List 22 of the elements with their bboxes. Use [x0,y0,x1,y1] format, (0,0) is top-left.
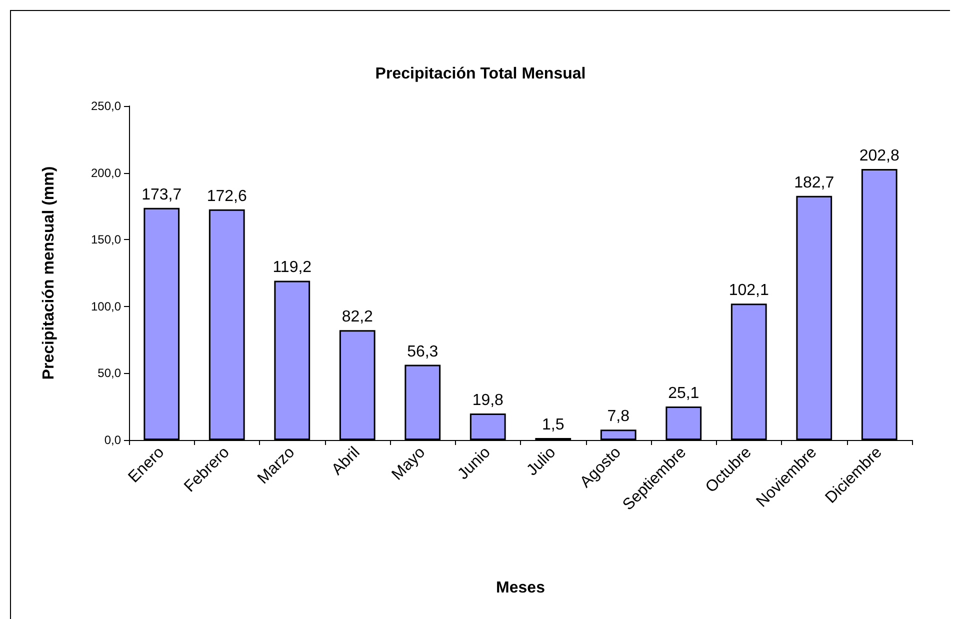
data-label: 1,5 [542,416,564,434]
data-label: 102,1 [728,282,769,300]
data-label: 173,7 [142,186,182,204]
y-tick-label: 200,0 [90,166,122,180]
data-label: 56,3 [407,343,438,360]
x-tick-label: Julio [524,444,560,480]
data-label: 7,8 [607,408,630,426]
y-tick-label: 150,0 [90,232,122,247]
data-label: 182,7 [794,174,834,192]
y-tick-label: 0,0 [104,433,122,447]
data-label: 202,8 [859,148,900,165]
y-tick-label: 250,0 [90,99,122,113]
y-axis-title: Precipitación mensual (mm) [40,166,58,380]
y-tick-label: 50,0 [98,366,122,380]
y-tick-label: 100,0 [90,299,122,314]
data-label: 172,6 [206,188,247,205]
data-label: 25,1 [668,384,700,402]
data-label: 19,8 [472,392,504,410]
x-axis-title: Meses [496,580,546,596]
data-label: 119,2 [272,259,312,276]
chart-title: Precipitación Total Mensual [375,66,586,82]
data-label: 82,2 [342,308,374,326]
